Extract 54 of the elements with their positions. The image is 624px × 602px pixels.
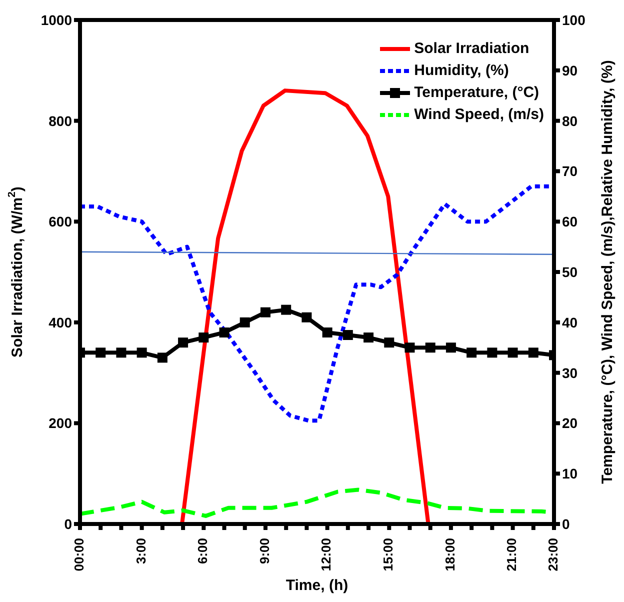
point <box>240 317 250 328</box>
x-tick-label: 12:00 <box>318 538 334 572</box>
x-tick-label: 3:00 <box>133 538 148 564</box>
x-tick-label: 9:00 <box>256 538 272 564</box>
y-tick-label: 1000 <box>40 12 72 28</box>
point <box>364 332 374 343</box>
point <box>157 352 168 363</box>
point <box>281 304 292 315</box>
y2-tick-label: 10 <box>562 466 578 482</box>
point <box>487 348 498 358</box>
y2-tick-label: 90 <box>562 62 578 78</box>
point <box>446 342 456 353</box>
point <box>260 307 270 318</box>
x-tick-label: 00:00 <box>71 538 86 572</box>
point <box>508 348 518 358</box>
y2-tick-label: 30 <box>562 364 578 381</box>
legend-label: Solar Irradiation <box>414 39 530 59</box>
y-tick-label: 200 <box>48 415 72 432</box>
y2-tick-label: 100 <box>562 12 586 28</box>
point <box>466 348 477 358</box>
y2-axis-title: Temperature, (°C), Wind Speed, (m/s),Relative Humidity, (%) <box>598 60 616 484</box>
legend-label: Wind Speed, (m/s) <box>414 105 544 125</box>
y2-tick-label: 50 <box>562 264 578 280</box>
y-tick-label: 800 <box>48 112 72 129</box>
y-tick-label: 600 <box>48 214 72 230</box>
y2-tick-label: 80 <box>562 112 578 129</box>
x-tick-label: 6:00 <box>195 538 210 564</box>
x-tick-label: 15:00 <box>380 538 396 572</box>
y2-tick-label: 0 <box>562 516 570 532</box>
x-tick-label: 21:00 <box>504 538 520 572</box>
point <box>302 312 312 322</box>
y2-tick-label: 70 <box>562 163 578 180</box>
point <box>178 338 188 348</box>
point <box>219 327 230 338</box>
legend-label: Humidity, (%) <box>414 61 509 81</box>
point <box>136 348 147 358</box>
point <box>198 332 209 343</box>
y-tick-label: 0 <box>64 516 72 532</box>
point <box>384 338 394 348</box>
legend-label: Temperature, (°C) <box>414 83 540 103</box>
x-tick-label: 18:00 <box>442 538 458 572</box>
point <box>404 342 415 353</box>
y2-tick-label: 40 <box>562 314 578 330</box>
x-tick-label: 23:00 <box>545 538 560 572</box>
point <box>116 348 126 358</box>
y-tick-label: 400 <box>48 314 72 330</box>
y2-tick-label: 60 <box>562 214 578 230</box>
y2-tick-label: 20 <box>562 415 578 432</box>
x-axis-title: Time, (h) <box>286 577 348 594</box>
point <box>425 342 436 353</box>
point <box>342 330 353 340</box>
point <box>96 348 106 358</box>
point <box>322 327 332 338</box>
point <box>528 348 538 358</box>
